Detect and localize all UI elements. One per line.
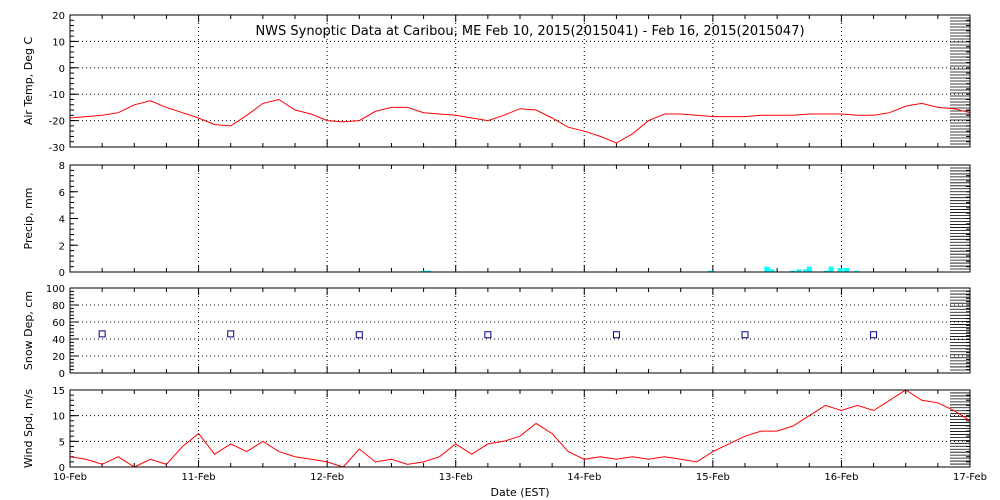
snow-depth-marker [870,331,878,339]
y-tick-label: -10 [49,90,65,101]
panel-air-temp: -30 -20 -10 0 10 20 Air Temp, Deg C [22,11,971,154]
y-tick-label: 2 [59,241,65,252]
y-tick-label: 100 [46,284,65,295]
y-tick-label: 60 [52,318,65,329]
y-axis-title-precip: Precip, mm [22,188,35,250]
y-tick-label: 20 [52,11,65,22]
precip-bar [790,270,796,272]
x-tick-label: 17-Feb [953,472,987,483]
x-tick-label: 11-Feb [182,472,216,483]
precip-bar [854,270,860,272]
precip-bar [823,270,829,272]
snow-depth-marker [98,330,106,338]
y-tick-label: 4 [59,215,65,226]
y-tick-label: 10 [52,412,65,423]
precip-bar [837,267,843,272]
x-tick-label: 10-Feb [53,472,87,483]
y-tick-label: 6 [59,188,65,199]
panel-frame [69,14,971,148]
y-tick-label: 0 [59,268,65,279]
y-tick-label: 15 [52,386,65,397]
x-tick-label: 14-Feb [567,472,601,483]
y-tick-label: 80 [52,301,65,312]
precip-bar [707,270,713,272]
series-line-wind-speed [69,389,971,468]
snow-depth-marker [227,330,235,338]
x-tick-label: 16-Feb [824,472,858,483]
x-tick-label: 13-Feb [439,472,473,483]
precip-bar [806,266,812,272]
snow-depth-marker [484,331,492,339]
y-tick-label: 0 [59,369,65,380]
y-axis-title-snow-depth: Snow Dep, cm [22,291,35,370]
y-axis-title-wind-speed: Wind Spd, m/s [22,389,35,469]
panel-frame [69,287,971,374]
precip-bar [421,270,427,272]
precip-bar [844,267,850,272]
precip-bar [426,270,432,272]
snow-depth-marker [612,331,620,339]
precip-bar [828,266,834,272]
panel-frame [69,389,971,468]
series-line-air-temp [69,98,971,144]
y-axis-title-air-temp: Air Temp, Deg C [22,37,35,126]
y-tick-label: 0 [59,463,65,474]
x-tick-label: 12-Feb [310,472,344,483]
precip-bar [764,266,770,272]
y-tick-label: 10 [52,37,65,48]
precip-bar [796,269,802,272]
y-tick-label: 20 [52,352,65,363]
y-tick-label: 5 [59,437,65,448]
snow-depth-marker [355,331,363,339]
panel-frame [69,164,971,273]
x-axis-title: Date (EST) [490,486,549,499]
precip-bar [802,269,808,272]
panel-precip: 0 2 4 6 8 Precip, mm [22,161,971,279]
y-tick-label: 40 [52,335,65,346]
y-tick-label: 0 [59,64,65,75]
snow-depth-marker [741,331,749,339]
y-tick-label: -30 [49,143,65,154]
x-tick-label: 15-Feb [696,472,730,483]
y-tick-label: 8 [59,161,65,172]
y-tick-label: -20 [49,117,65,128]
chart-title: NWS Synoptic Data at Caribou, ME Feb 10,… [255,24,804,39]
panel-wind-speed: 0 5 10 15 Wind Spd, m/s [22,386,971,474]
precip-bar [769,269,775,272]
panel-snow-depth: 0 20 40 60 80 100 Snow Dep, cm [22,284,971,380]
